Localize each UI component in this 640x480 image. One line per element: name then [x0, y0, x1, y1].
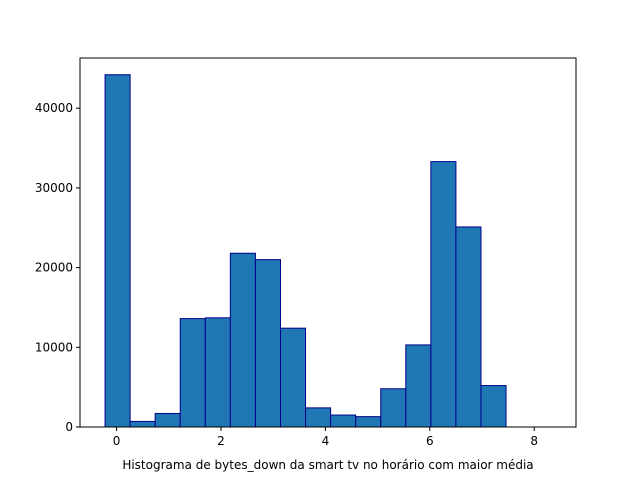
y-tick-label: 20000: [35, 261, 73, 275]
histogram-bar-10: [330, 414, 357, 428]
y-axis: 0 10000 20000 30000 40000: [35, 101, 80, 434]
histogram-bar-2: [129, 420, 156, 428]
histogram-bar-13: [405, 344, 432, 428]
histogram-bars: [104, 74, 507, 428]
x-tick-label: 6: [426, 434, 434, 448]
y-tick-label: 10000: [35, 340, 73, 354]
y-tick-label: 0: [65, 420, 73, 434]
y-tick-label: 30000: [35, 181, 73, 195]
histogram-bar-15: [455, 226, 482, 428]
histogram-bar-4: [179, 318, 206, 428]
histogram-bar-7: [254, 259, 281, 428]
histogram-bar-9: [305, 407, 332, 428]
x-axis: 0 2 4 6 8: [113, 427, 538, 448]
histogram-bar-6: [229, 252, 256, 428]
x-tick-label: 2: [217, 434, 225, 448]
histogram-bar-16: [480, 385, 507, 428]
x-tick-label: 8: [530, 434, 538, 448]
histogram-bar-5: [204, 317, 231, 428]
histogram-bar-8: [279, 327, 307, 428]
y-tick-label: 40000: [35, 101, 73, 115]
histogram-bar-12: [380, 388, 407, 428]
x-tick-label: 4: [322, 434, 330, 448]
histogram-bar-14: [430, 161, 457, 428]
x-axis-label: Histograma de bytes_down da smart tv no …: [122, 458, 533, 472]
plot-area-frame: [79, 57, 577, 428]
histogram-bar-3: [154, 412, 181, 428]
x-tick-label: 0: [113, 434, 121, 448]
histogram-bar-11: [355, 416, 382, 428]
histogram-bar-1: [104, 74, 131, 428]
